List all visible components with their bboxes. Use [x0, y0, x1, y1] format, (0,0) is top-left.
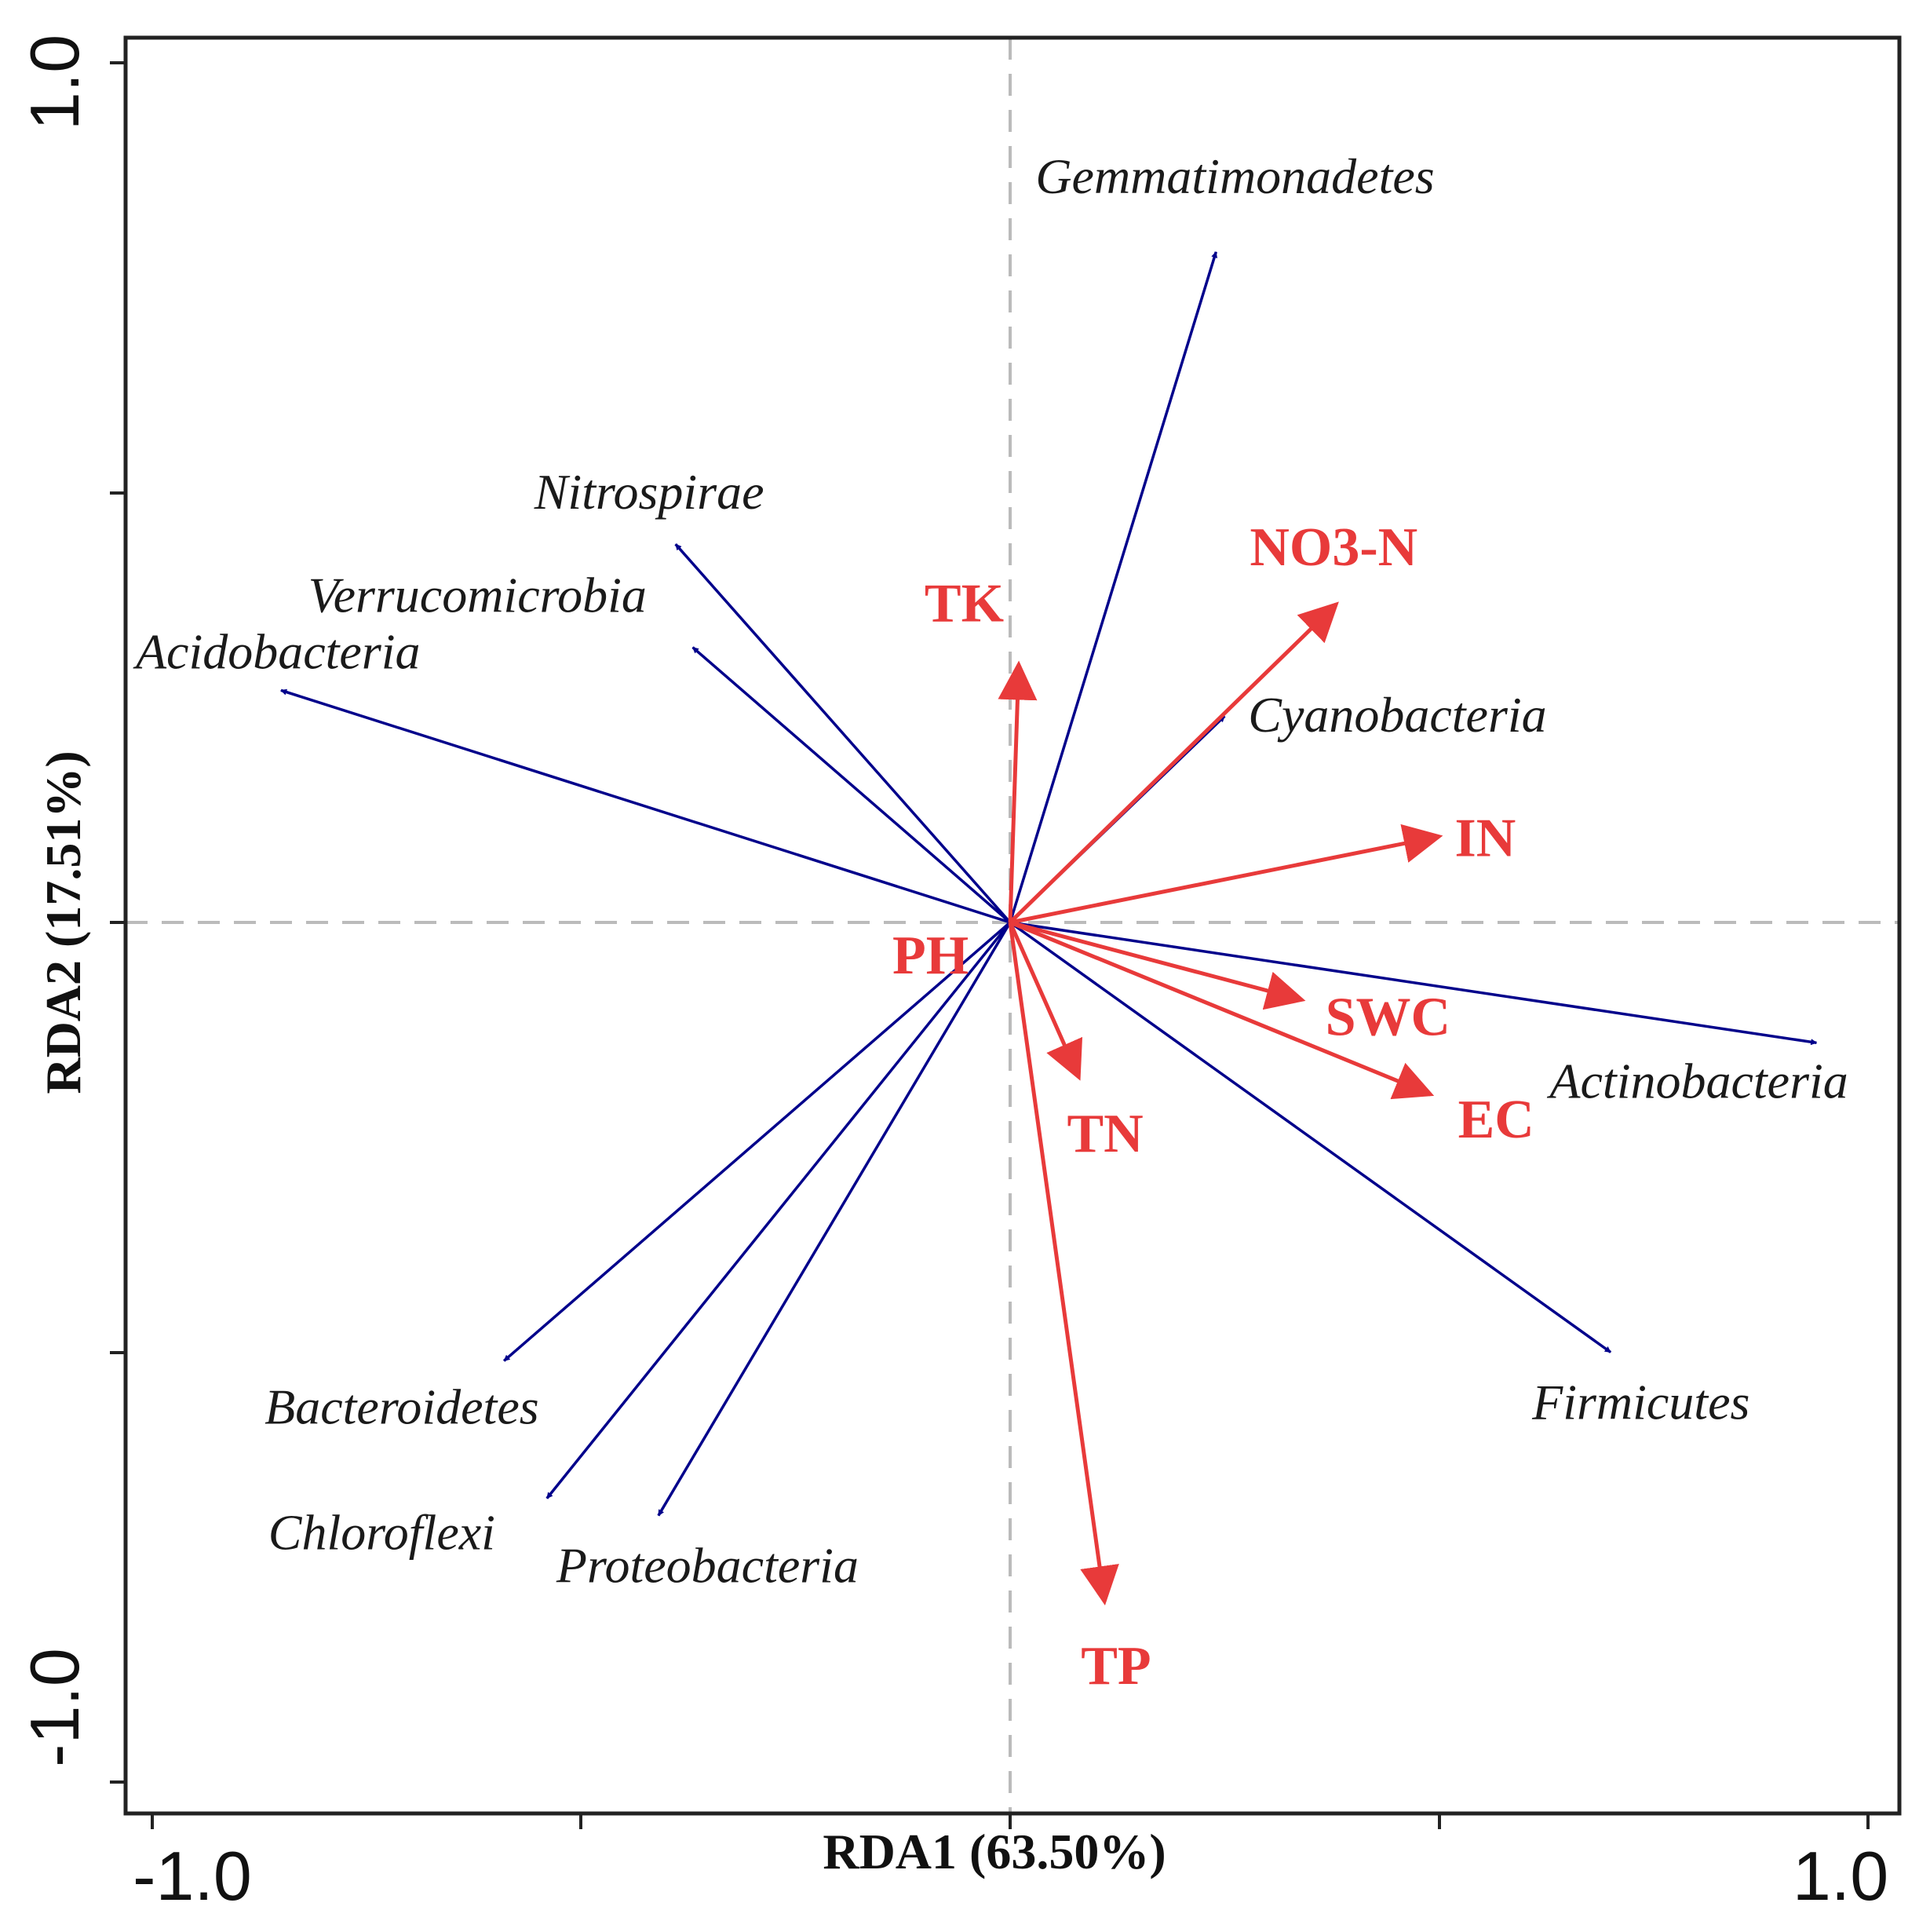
y-tick-label-min: -1.0 [16, 1648, 93, 1767]
env-arrow-tn [1008, 921, 1083, 1081]
plot-frame [123, 35, 1902, 1816]
species-arrow-gemmatimonadetes [1009, 251, 1218, 923]
env-label-no3-n: NO3-N [1250, 517, 1417, 578]
env-arrow-ec [1009, 920, 1435, 1100]
species-label-chloroflexi: Chloroflexi [268, 1505, 495, 1561]
species-label-proteobacteria: Proteobacteria [556, 1538, 859, 1594]
env-label-in: IN [1455, 809, 1516, 869]
species-label-bacteroidetes: Bacteroidetes [265, 1379, 539, 1434]
species-arrow-proteobacteria [657, 922, 1012, 1517]
species-label-verrucomicrobia: Verrucomicrobia [308, 568, 647, 623]
species-arrow-verrucomicrobia [691, 646, 1012, 924]
species-arrow-firmicutes [1009, 921, 1612, 1353]
env-label-ec: EC [1458, 1090, 1534, 1150]
env-arrow-swc [1009, 920, 1306, 1010]
env-arrow-in [1009, 824, 1443, 925]
species-label-acidobacteria: Acidobacteria [133, 623, 421, 679]
species-label-gemmatimonadetes: Gemmatimonadetes [1035, 148, 1434, 204]
x-axis-title: RDA1 (63.50%) [823, 1824, 1166, 1879]
env-arrow-tk [998, 660, 1038, 923]
env-label-tk: TK [925, 574, 1004, 634]
species-arrow-chloroflexi [545, 921, 1012, 1499]
x-tick-label-min: -1.0 [133, 1837, 252, 1915]
env-label-tn: TN [1067, 1104, 1143, 1164]
species-arrow-bacteroidetes [502, 921, 1012, 1362]
species-arrow-actinobacteria [1009, 921, 1818, 1046]
env-label-swc: SWC [1326, 988, 1450, 1048]
species-label-firmicutes: Firmicutes [1531, 1375, 1749, 1430]
y-tick-label-max: 1.0 [16, 35, 93, 130]
species-label-cyanobacteria: Cyanobacteria [1248, 687, 1546, 743]
y-axis-title: RDA2 (17.51%) [35, 751, 91, 1094]
env-label-ph: PH [892, 926, 969, 986]
species-arrow-acidobacteria [280, 688, 1011, 924]
species-arrow-nitrospirae [674, 543, 1012, 924]
env-arrow-tp [1008, 922, 1119, 1606]
env-arrow-no3-n [1009, 601, 1339, 924]
species-label-nitrospirae: Nitrospirae [534, 464, 764, 520]
species-label-actinobacteria: Actinobacteria [1546, 1053, 1848, 1108]
env-label-tp: TP [1081, 1636, 1151, 1696]
x-tick-label-max: 1.0 [1793, 1837, 1888, 1915]
